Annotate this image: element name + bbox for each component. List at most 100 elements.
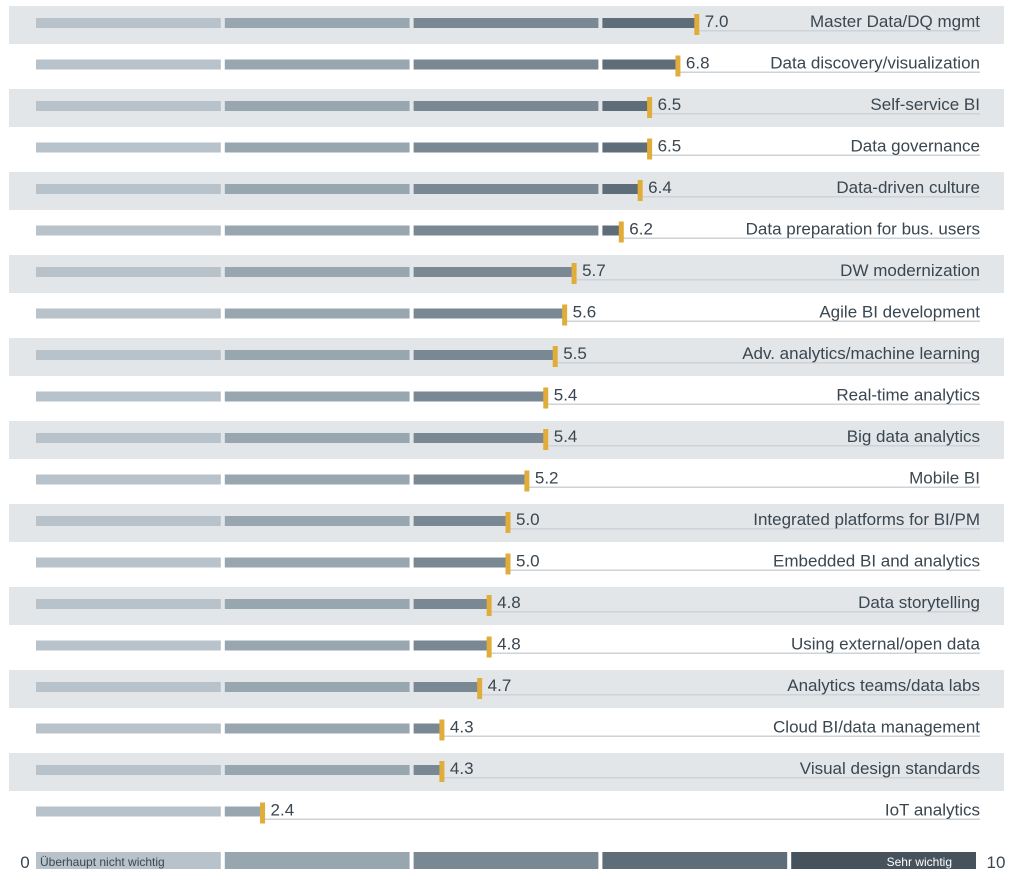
bar-segment [602, 142, 650, 153]
bar-segment [413, 225, 599, 236]
bar-segment [224, 184, 410, 194]
scale-segment [224, 852, 410, 869]
bar-segment [36, 682, 221, 692]
bar-segment [36, 723, 221, 734]
bar-segment [224, 516, 410, 526]
chart-row: 2.4 IoT analytics [36, 801, 980, 824]
row-underline [441, 777, 980, 779]
chart-row: 6.8 Data discovery/visualization [36, 54, 980, 77]
bar-segment [224, 433, 410, 443]
bar-segment [413, 59, 599, 70]
row-underline [489, 652, 980, 654]
value-marker [439, 761, 445, 782]
value-marker [439, 719, 445, 741]
bar-segment [224, 101, 410, 111]
bar-segment [413, 765, 442, 775]
row-underline [262, 818, 980, 820]
value-marker [477, 678, 483, 699]
value-label: 6.5 [658, 137, 682, 156]
scale-low-text: Überhaupt nicht wichtig [40, 855, 165, 869]
scale-segments [36, 852, 976, 869]
bar-segment [224, 723, 410, 734]
bar-segment [36, 225, 221, 236]
bar-segment [602, 101, 650, 111]
chart-row: 6.5 Data governance [36, 137, 980, 160]
scale-segment [791, 852, 976, 869]
value-label: 6.2 [629, 220, 653, 239]
bar-segment [36, 308, 221, 319]
category-label: Visual design standards [800, 759, 980, 778]
value-label: 2.4 [271, 801, 295, 820]
bar-segment [413, 723, 442, 734]
chart-row: 5.6 Agile BI development [36, 303, 980, 326]
category-label: Agile BI development [819, 303, 980, 322]
bar-segment [224, 391, 410, 402]
category-label: Self-service BI [870, 95, 980, 114]
value-marker [637, 180, 643, 201]
row-underline [508, 528, 980, 530]
category-label: Adv. analytics/machine learning [742, 344, 980, 363]
bar-segment [413, 599, 490, 609]
category-label: Embedded BI and analytics [773, 552, 980, 571]
bar-segment [602, 18, 697, 28]
bar-segment [413, 640, 490, 651]
value-label: 5.7 [582, 261, 606, 280]
bar-segment [36, 557, 221, 568]
row-underline [441, 735, 980, 737]
category-label: Master Data/DQ mgmt [810, 12, 980, 31]
row-underline [545, 403, 980, 405]
value-label: 4.7 [488, 676, 512, 695]
bar-segment [36, 184, 221, 194]
bar-segment [224, 142, 410, 153]
category-label: Big data analytics [847, 427, 980, 446]
bar-segment [224, 59, 410, 70]
row-underline [526, 486, 980, 488]
scale-min-label: 0 [20, 853, 29, 872]
chart-rows: 7.0 Master Data/DQ mgmt 6.8 Data discovery/… [36, 12, 981, 824]
value-label: 5.4 [554, 386, 578, 405]
bar-segment [36, 142, 221, 153]
scale-segment [413, 852, 599, 869]
value-marker [543, 387, 549, 409]
scale-max-label: 10 [987, 853, 1006, 872]
value-marker [647, 97, 653, 118]
value-label: 5.4 [554, 427, 578, 446]
row-underline [649, 154, 980, 156]
category-label: DW modernization [840, 261, 980, 280]
value-label: 5.0 [516, 510, 540, 529]
value-label: 5.5 [563, 344, 587, 363]
row-underline [479, 694, 980, 696]
row-underline [696, 30, 980, 32]
bar-segment [413, 18, 599, 28]
bar-segment [224, 225, 410, 236]
category-label: Data-driven culture [836, 178, 980, 197]
chart-row: 7.0 Master Data/DQ mgmt [36, 12, 980, 35]
bar-segment [36, 474, 221, 485]
bar-segment [413, 433, 546, 443]
bar-segment [224, 350, 410, 360]
value-marker [524, 470, 530, 492]
value-marker [486, 636, 492, 658]
value-label: 5.0 [516, 552, 540, 571]
value-label: 6.8 [686, 54, 710, 73]
chart-row: 5.4 Real-time analytics [36, 386, 980, 409]
bar-segment [224, 18, 410, 28]
bar-segment [602, 225, 622, 236]
bar-segment [413, 267, 575, 277]
chart-row: 5.0 Integrated platforms for BI/PM [36, 510, 980, 533]
chart-row: 4.8 Using external/open data [36, 635, 981, 658]
category-label: Data preparation for bus. users [746, 220, 980, 239]
chart-row: 6.4 Data-driven culture [36, 178, 980, 201]
chart-row: 4.3 Visual design standards [36, 759, 980, 782]
scale-segment [36, 852, 221, 869]
row-underline [545, 445, 980, 447]
bar-segment [224, 682, 410, 692]
bar-segment [36, 640, 221, 651]
chart-row: 5.0 Embedded BI and analytics [36, 552, 980, 575]
category-label: IoT analytics [885, 801, 980, 820]
row-underline [489, 611, 980, 613]
bar-segment [224, 267, 410, 277]
category-label: Cloud BI/data management [773, 718, 980, 737]
chart-row: 4.7 Analytics teams/data labs [36, 676, 980, 699]
